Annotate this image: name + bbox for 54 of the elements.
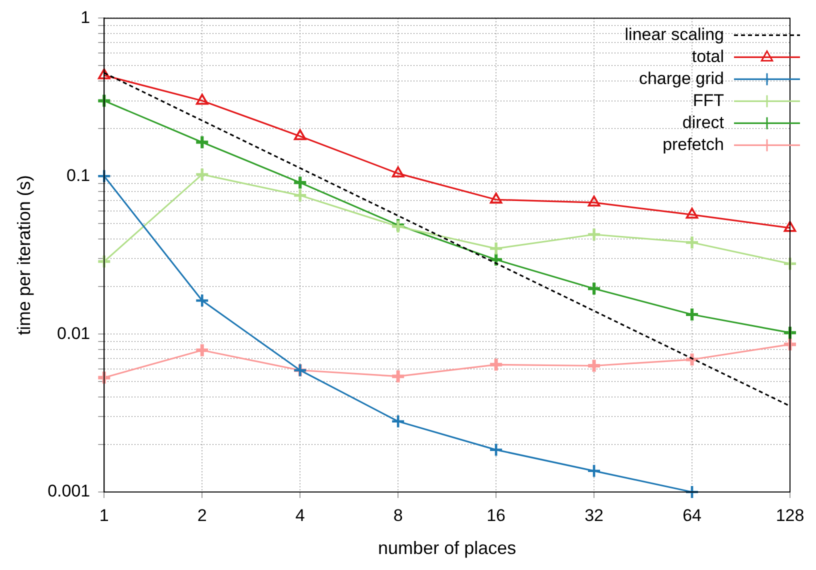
x-tick-label: 2 (197, 506, 207, 525)
y-tick-label: 0.01 (57, 324, 90, 343)
legend-label: FFT (692, 90, 724, 110)
point (588, 196, 600, 207)
point (390, 368, 406, 384)
point (686, 208, 698, 219)
x-tick-label: 32 (584, 506, 604, 525)
y-tick-label: 0.1 (66, 166, 90, 185)
point (586, 227, 602, 242)
y-tick-label: 0.001 (48, 482, 90, 501)
x-tick-label: 16 (486, 506, 506, 525)
point (586, 464, 602, 478)
legend-label: prefetch (662, 134, 724, 154)
point (196, 94, 208, 105)
point (294, 129, 306, 140)
point (586, 358, 602, 374)
point (96, 168, 112, 184)
point (194, 134, 210, 150)
point (194, 167, 210, 182)
point (292, 188, 308, 203)
point (684, 306, 700, 322)
legend-label: direct (682, 112, 724, 132)
x-tick-label: 1 (99, 506, 109, 525)
point (96, 254, 112, 269)
point (684, 235, 700, 250)
point (392, 166, 404, 178)
x-tick-label: 128 (776, 506, 804, 525)
point (96, 93, 112, 108)
legend-label: charge grid (638, 68, 724, 88)
point (586, 281, 602, 296)
point (490, 192, 502, 204)
point (292, 175, 308, 190)
point (98, 68, 110, 80)
x-tick-label: 4 (295, 506, 305, 525)
point (488, 241, 504, 256)
x-tick-label: 8 (393, 506, 403, 525)
point (782, 336, 798, 352)
legend-label: total (692, 46, 724, 66)
point (390, 414, 406, 429)
point (684, 352, 700, 368)
y-tick-label: 1 (80, 8, 90, 27)
point (684, 484, 700, 500)
point (194, 342, 210, 358)
x-tick-label: 64 (682, 506, 702, 525)
y-axis-title: time per iteration (s) (14, 175, 34, 336)
point (782, 325, 798, 340)
point (194, 293, 210, 308)
point (488, 442, 504, 457)
legend-label: linear scaling (624, 24, 724, 44)
point (784, 220, 796, 232)
x-axis-title: number of places (378, 538, 516, 558)
point (96, 370, 112, 386)
point (782, 256, 798, 272)
point (488, 356, 504, 372)
